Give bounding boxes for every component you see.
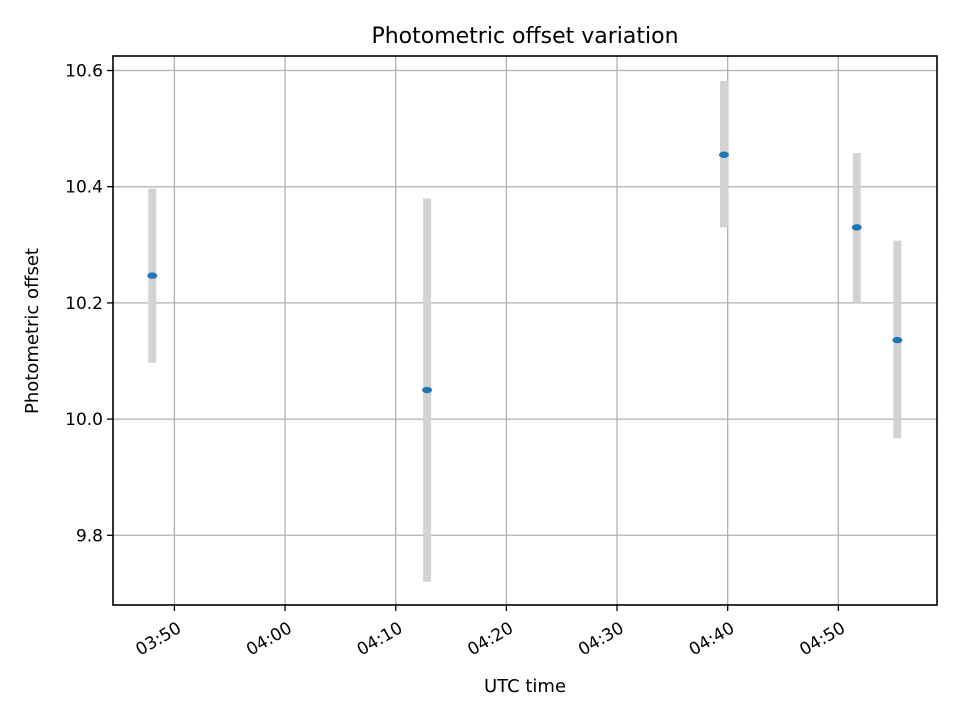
- x-tick-label: 04:40: [686, 618, 738, 660]
- data-point: [851, 224, 862, 231]
- x-tick-label: 04:50: [796, 618, 848, 660]
- axis-ticks: 03:50 04:00 04:10 04:20 04:30 04:40 04:50 9.8 10…: [65, 62, 849, 661]
- x-tick-label: 04:00: [243, 618, 295, 660]
- error-bars: [148, 80, 902, 582]
- x-tick-label: 04:10: [354, 618, 406, 660]
- y-tick-label: 10.6: [65, 62, 103, 82]
- data-points: [147, 151, 903, 394]
- y-tick-label: 10.2: [65, 294, 103, 314]
- x-tick-label: 04:20: [464, 618, 516, 660]
- y-tick-label: 10.4: [65, 178, 103, 198]
- x-axis-label: UTC time: [484, 676, 566, 697]
- data-point: [147, 272, 158, 279]
- x-tick-label: 04:30: [575, 618, 627, 660]
- y-tick-label: 10.0: [65, 410, 103, 430]
- data-point: [718, 151, 729, 158]
- grid-lines: [113, 56, 937, 605]
- x-tick-label: 03:50: [132, 618, 184, 660]
- plot-frame: [112, 55, 938, 606]
- data-point: [892, 336, 903, 344]
- y-tick-label: 9.8: [76, 526, 103, 546]
- chart-title: Photometric offset variation: [371, 24, 678, 49]
- data-point: [422, 386, 433, 394]
- y-axis-label: Photometric offset: [22, 248, 43, 414]
